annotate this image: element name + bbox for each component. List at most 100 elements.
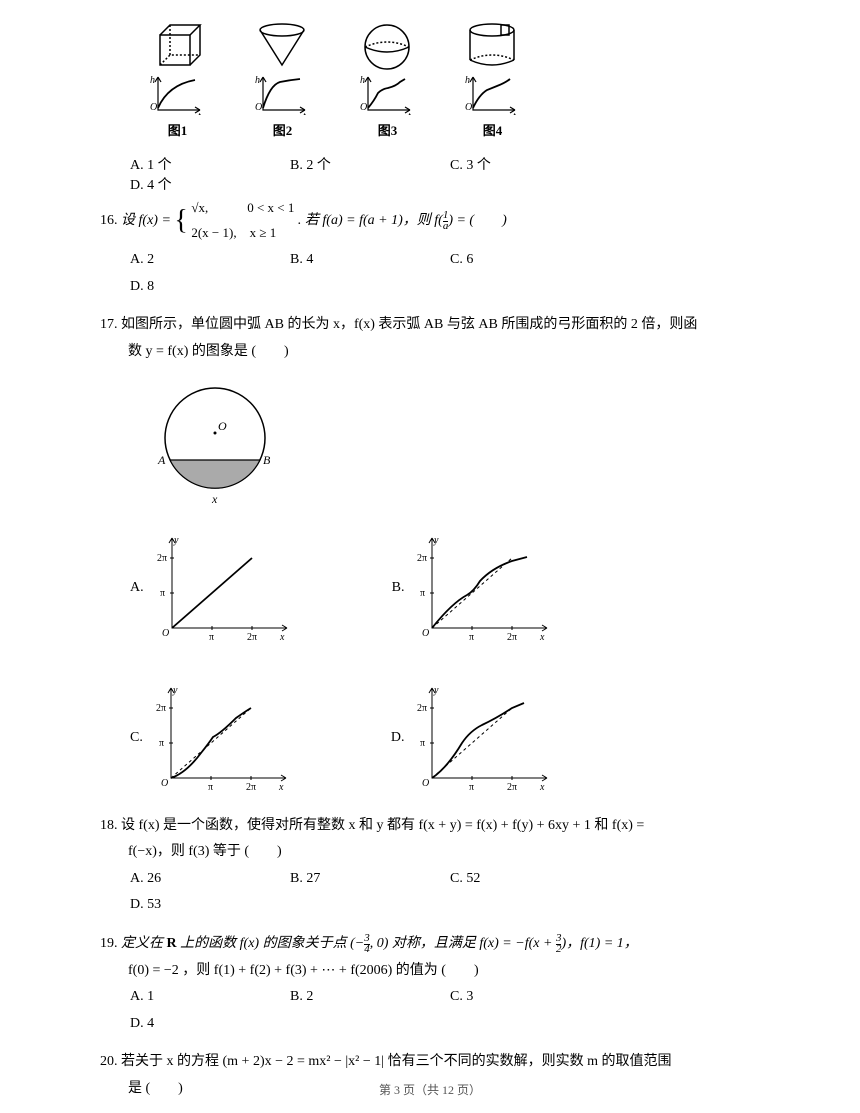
- q18-opt-d: D. 53: [130, 892, 290, 919]
- page-footer: 第 3 页（共 12 页）: [0, 1081, 860, 1098]
- q17-num: 17.: [100, 317, 118, 332]
- q16-opt-c: C. 6: [450, 247, 610, 274]
- circle-a-label: A: [157, 453, 166, 467]
- svg-text:π: π: [469, 632, 474, 643]
- figure-4: h O t 图4: [465, 20, 520, 139]
- chart-opt-d: D. 2π π O π 2π x y: [391, 683, 553, 793]
- svg-text:x: x: [539, 632, 545, 643]
- svg-text:2π: 2π: [156, 703, 166, 714]
- q16-opt-b: B. 4: [290, 247, 450, 274]
- cone-icon: [255, 20, 310, 70]
- q19-line2: f(0) = −2 ，则 f(1) + f(2) + f(3) + ⋯ + f(…: [128, 958, 760, 985]
- svg-text:2π: 2π: [246, 782, 256, 793]
- svg-text:h: h: [465, 75, 470, 86]
- q18-line1: 设 f(x) 是一个函数，使得对所有整数 x 和 y 都有 f(x + y) =…: [121, 818, 644, 833]
- circle-b-label: B: [263, 453, 271, 467]
- svg-text:x: x: [539, 782, 545, 793]
- q18-opt-b: B. 27: [290, 866, 450, 893]
- svg-text:h: h: [360, 75, 365, 86]
- q15-options: A. 1 个 B. 2 个 C. 3 个 D. 4 个: [130, 154, 760, 194]
- sphere-icon: [360, 20, 415, 70]
- svg-text:O: O: [161, 778, 168, 789]
- fig-2-label: 图2: [273, 120, 293, 139]
- curve-4-icon: h O t: [465, 75, 520, 115]
- curve-3-icon: h O t: [360, 75, 415, 115]
- q15-opt-a: A. 1 个: [130, 154, 290, 174]
- svg-text:t: t: [198, 111, 201, 115]
- chart-c-label: C.: [130, 730, 143, 746]
- fig-3-label: 图3: [378, 120, 398, 139]
- figure-2: h O t 图2: [255, 20, 310, 139]
- circle-segment-figure: O A B x: [150, 378, 760, 513]
- question-18: 18. 设 f(x) 是一个函数，使得对所有整数 x 和 y 都有 f(x + …: [100, 813, 760, 919]
- question-16: 16. 设 f(x) = { √x, 0 < x < 1 2(x − 1), x…: [100, 194, 760, 300]
- figure-3: h O t 图3: [360, 20, 415, 139]
- svg-text:2π: 2π: [417, 703, 427, 714]
- svg-text:π: π: [420, 588, 425, 599]
- circle-x-label: x: [211, 492, 218, 506]
- q16-opt-d: D. 8: [130, 274, 290, 301]
- svg-text:π: π: [420, 738, 425, 749]
- q16-opt-a: A. 2: [130, 247, 290, 274]
- q20-line1: 若关于 x 的方程 (m + 2)x − 2 = mx² − |x² − 1| …: [121, 1054, 671, 1069]
- fig-1-label: 图1: [168, 120, 188, 139]
- svg-text:t: t: [513, 111, 516, 115]
- svg-text:O: O: [255, 102, 262, 113]
- cylinder-icon: [465, 20, 520, 70]
- q18-line2: f(−x)，则 f(3) 等于 ( ): [128, 839, 760, 866]
- circle-center-label: O: [218, 419, 227, 433]
- q17-line2: 数 y = f(x) 的图象是 ( ): [128, 339, 760, 366]
- svg-text:O: O: [422, 628, 429, 639]
- chart-opt-c: C. 2π π O π 2π x y: [130, 683, 291, 793]
- svg-text:y: y: [172, 685, 178, 696]
- svg-text:π: π: [208, 782, 213, 793]
- curve-1-icon: h O t: [150, 75, 205, 115]
- fig-4-label: 图4: [483, 120, 503, 139]
- chart-opt-b: B. 2π π O π 2π x y: [392, 533, 553, 643]
- question-17: 17. 如图所示，单位圆中弧 AB 的长为 x，f(x) 表示弧 AB 与弦 A…: [100, 312, 760, 365]
- svg-text:π: π: [209, 632, 214, 643]
- svg-text:O: O: [360, 102, 367, 113]
- chart-opt-a: A. 2π π O π 2π x y: [130, 533, 292, 643]
- svg-text:h: h: [255, 75, 260, 86]
- q18-opt-c: C. 52: [450, 866, 610, 893]
- q18-num: 18.: [100, 818, 118, 833]
- svg-text:2π: 2π: [417, 553, 427, 564]
- svg-text:t: t: [303, 111, 306, 115]
- svg-text:π: π: [469, 782, 474, 793]
- chart-b-label: B.: [392, 580, 405, 596]
- svg-text:h: h: [150, 75, 155, 86]
- svg-text:x: x: [278, 782, 284, 793]
- top-figures-row: h O t 图1 h O t 图2: [150, 20, 760, 139]
- svg-text:O: O: [422, 778, 429, 789]
- q15-opt-c: C. 3 个: [450, 154, 610, 174]
- q17-line1: 如图所示，单位圆中弧 AB 的长为 x，f(x) 表示弧 AB 与弦 AB 所围…: [121, 317, 697, 332]
- q16-num: 16.: [100, 213, 118, 228]
- svg-text:π: π: [159, 738, 164, 749]
- svg-text:O: O: [150, 102, 157, 113]
- q16-pw-bot: 2(x − 1), x ≥ 1: [191, 225, 276, 240]
- svg-text:x: x: [279, 632, 285, 643]
- q19-opt-b: B. 2: [290, 984, 450, 1011]
- curve-2-icon: h O t: [255, 75, 310, 115]
- svg-text:y: y: [433, 685, 439, 696]
- cube-icon: [150, 20, 205, 70]
- svg-text:π: π: [160, 588, 165, 599]
- q15-opt-b: B. 2 个: [290, 154, 450, 174]
- q18-opt-a: A. 26: [130, 866, 290, 893]
- svg-text:y: y: [433, 535, 439, 546]
- q19-opt-d: D. 4: [130, 1011, 290, 1038]
- q19-opt-c: C. 3: [450, 984, 610, 1011]
- chart-a-label: A.: [130, 580, 144, 596]
- chart-options: A. 2π π O π 2π x y B.: [130, 533, 760, 793]
- q16-pw-top: √x, 0 < x < 1: [191, 200, 294, 215]
- svg-text:O: O: [465, 102, 472, 113]
- svg-text:2π: 2π: [157, 553, 167, 564]
- q19-num: 19.: [100, 936, 118, 951]
- chart-d-label: D.: [391, 730, 405, 746]
- svg-text:2π: 2π: [247, 632, 257, 643]
- svg-text:2π: 2π: [507, 782, 517, 793]
- q19-opt-a: A. 1: [130, 984, 290, 1011]
- svg-text:t: t: [408, 111, 411, 115]
- svg-text:O: O: [162, 628, 169, 639]
